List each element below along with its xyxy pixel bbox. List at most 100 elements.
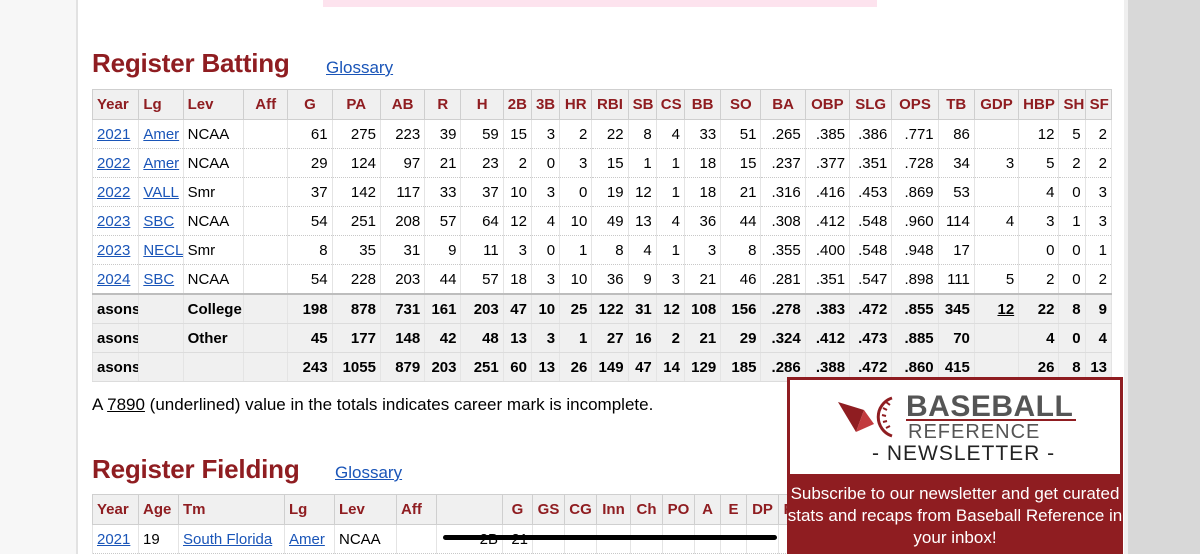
column-header[interactable]: BB bbox=[683, 89, 722, 120]
table-cell-link[interactable]: VALL bbox=[143, 183, 179, 201]
column-header[interactable]: G bbox=[287, 89, 333, 120]
table-cell: 33 bbox=[424, 177, 462, 207]
table-cell: 208 bbox=[379, 206, 426, 236]
column-header[interactable]: SB bbox=[627, 89, 657, 120]
column-header[interactable]: CS bbox=[655, 89, 685, 120]
column-header[interactable]: RBI bbox=[591, 89, 629, 120]
table-cell: 4 bbox=[1084, 323, 1113, 353]
column-header[interactable]: R bbox=[424, 89, 462, 120]
table-cell: 61 bbox=[287, 119, 333, 149]
table-cell-link[interactable]: 2022 bbox=[97, 183, 131, 201]
newsletter-subscribe-text[interactable]: Subscribe to our newsletter and get cura… bbox=[787, 477, 1123, 554]
table-cell-link[interactable]: Amer bbox=[143, 154, 180, 172]
table-cell: 2024 bbox=[91, 264, 140, 295]
column-header[interactable]: GDP bbox=[973, 89, 1020, 120]
table-cell bbox=[396, 524, 437, 554]
table-cell-link[interactable]: South Florida bbox=[183, 530, 273, 548]
table-cell-link[interactable]: 2023 bbox=[97, 212, 131, 230]
table-cell: 12 bbox=[627, 177, 657, 207]
table-cell-link[interactable]: Amer bbox=[289, 530, 325, 548]
column-header[interactable]: SF bbox=[1084, 89, 1113, 120]
table-cell: .281 bbox=[760, 264, 806, 295]
table-cell-link[interactable]: 2024 bbox=[97, 270, 131, 288]
table-cell: 37 bbox=[460, 177, 504, 207]
table-cell: 4 bbox=[1018, 323, 1060, 353]
column-header[interactable]: Year bbox=[92, 494, 139, 525]
table-cell: .869 bbox=[891, 177, 939, 207]
column-header[interactable] bbox=[436, 494, 503, 525]
ad-banner[interactable] bbox=[323, 0, 877, 7]
column-header[interactable]: AB bbox=[379, 89, 426, 120]
column-header[interactable]: HR bbox=[559, 89, 593, 120]
column-header[interactable]: H bbox=[460, 89, 504, 120]
column-header[interactable]: Age bbox=[138, 494, 179, 525]
right-gutter bbox=[1128, 0, 1200, 554]
column-header[interactable]: Aff bbox=[396, 494, 437, 525]
table-cell: 0 bbox=[1058, 177, 1086, 207]
table-cell: .771 bbox=[891, 119, 939, 149]
table-cell-link[interactable]: NECL bbox=[143, 241, 184, 259]
column-header[interactable]: Lev bbox=[334, 494, 397, 525]
column-header[interactable]: DP bbox=[746, 494, 779, 525]
column-header[interactable]: SH bbox=[1058, 89, 1086, 120]
table-cell: .548 bbox=[849, 206, 893, 236]
column-header[interactable]: SO bbox=[720, 89, 762, 120]
newsletter-logo-subtitle: REFERENCE bbox=[908, 421, 1041, 443]
table-cell-link[interactable]: Amer bbox=[143, 125, 180, 143]
table-cell-link[interactable]: 2021 bbox=[97, 125, 131, 143]
column-header[interactable]: PO bbox=[662, 494, 695, 525]
batting-glossary-link[interactable]: Glossary bbox=[326, 58, 394, 77]
table-cell: 34 bbox=[937, 148, 975, 178]
column-header[interactable]: OBP bbox=[804, 89, 851, 120]
horizontal-scrollbar[interactable] bbox=[443, 535, 777, 540]
table-cell: 48 bbox=[460, 323, 504, 353]
table-cell-link[interactable]: 2022 bbox=[97, 154, 131, 172]
column-header[interactable]: E bbox=[720, 494, 747, 525]
column-header[interactable]: CG bbox=[564, 494, 597, 525]
table-cell: 4 bbox=[655, 206, 685, 236]
column-header[interactable]: GS bbox=[532, 494, 565, 525]
table-cell: 3 bbox=[1084, 206, 1113, 236]
column-header[interactable]: HBP bbox=[1018, 89, 1060, 120]
table-cell: 12 bbox=[973, 293, 1020, 324]
table-cell-link[interactable]: 2023 bbox=[97, 241, 131, 259]
column-header[interactable]: 3B bbox=[530, 89, 561, 120]
newsletter-panel[interactable]: BASEBALL REFERENCE - NEWSLETTER - Subscr… bbox=[787, 377, 1123, 554]
column-header[interactable]: A bbox=[694, 494, 721, 525]
column-header[interactable]: Ch bbox=[630, 494, 663, 525]
incomplete-note: A 7890 (underlined) value in the totals … bbox=[92, 395, 654, 414]
table-cell: 10 bbox=[559, 264, 593, 295]
fielding-table: YearAgeTmLgLevAffGGSCGInnChPOAEDPFld% 20… bbox=[92, 494, 825, 554]
table-cell: .948 bbox=[891, 235, 939, 265]
column-header[interactable]: G bbox=[502, 494, 533, 525]
table-cell: 122 bbox=[591, 293, 629, 324]
table-cell: 0 bbox=[1058, 235, 1086, 265]
table-cell-link[interactable]: SBC bbox=[143, 270, 175, 288]
column-header[interactable]: Lg bbox=[284, 494, 335, 525]
table-cell: 13 bbox=[502, 323, 532, 353]
column-header[interactable]: BA bbox=[760, 89, 806, 120]
column-header[interactable]: OPS bbox=[891, 89, 939, 120]
column-header[interactable]: Lg bbox=[138, 89, 184, 120]
table-cell: 5 bbox=[973, 264, 1020, 295]
table-cell: 114 bbox=[937, 206, 975, 236]
fielding-glossary-link[interactable]: Glossary bbox=[335, 463, 403, 482]
table-cell: .355 bbox=[760, 235, 806, 265]
column-header[interactable]: Lev bbox=[182, 89, 245, 120]
table-cell: 9 bbox=[424, 235, 462, 265]
column-header[interactable]: 2B bbox=[502, 89, 532, 120]
column-header[interactable]: Inn bbox=[596, 494, 631, 525]
table-cell: 18 bbox=[683, 148, 722, 178]
table-cell-link[interactable]: SBC bbox=[143, 212, 175, 230]
column-header[interactable]: Tm bbox=[178, 494, 285, 525]
column-header[interactable]: SLG bbox=[849, 89, 893, 120]
column-header[interactable]: PA bbox=[331, 89, 381, 120]
column-header[interactable]: Year bbox=[91, 89, 140, 120]
column-header[interactable]: Aff bbox=[243, 89, 289, 120]
column-header[interactable]: TB bbox=[937, 89, 975, 120]
table-cell: 4 bbox=[1018, 177, 1060, 207]
table-cell: 345 bbox=[937, 293, 975, 324]
table-cell bbox=[243, 323, 289, 353]
table-cell: 2 bbox=[1084, 148, 1113, 178]
table-cell-link[interactable]: 2021 bbox=[97, 530, 131, 548]
